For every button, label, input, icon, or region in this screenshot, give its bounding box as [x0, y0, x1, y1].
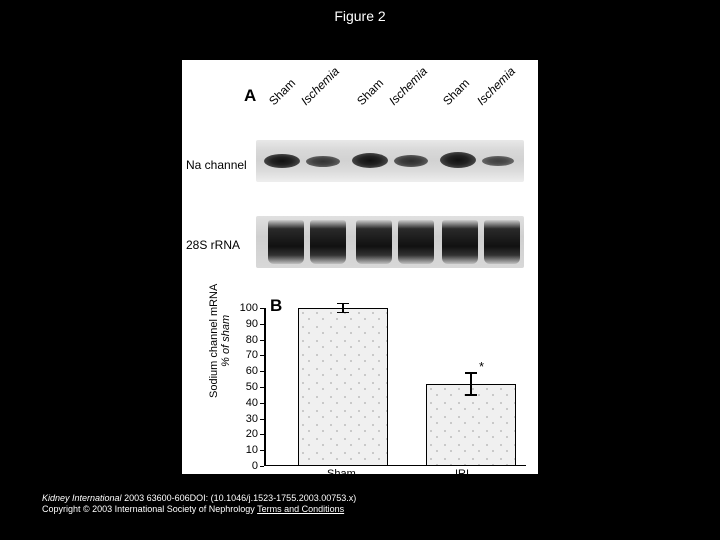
bar-chart: 0102030405060708090100Sham*IRI — [264, 308, 526, 466]
rrna-band — [356, 220, 392, 264]
y-tick-label: 100 — [240, 302, 258, 314]
journal-name: Kidney International — [42, 493, 122, 503]
citation-line2: Copyright © 2003 International Society o… — [42, 504, 356, 516]
error-cap — [337, 312, 349, 314]
figure-title: Figure 2 — [0, 0, 720, 24]
y-tick-label: 80 — [246, 334, 258, 346]
error-cap — [465, 394, 477, 396]
bar-iri — [426, 384, 516, 466]
y-tick-label: 40 — [246, 397, 258, 409]
y-tick — [260, 419, 264, 420]
na-band — [482, 156, 514, 166]
rrna-row — [256, 216, 524, 268]
error-cap — [465, 372, 477, 374]
lane-label: Ischemia — [386, 64, 430, 108]
y-tick — [260, 355, 264, 356]
rrna-band — [442, 220, 478, 264]
figure-frame: A ShamIschemiaShamIschemiaShamIschemia N… — [182, 60, 538, 474]
y-tick-label: 50 — [246, 381, 258, 393]
y-tick — [260, 340, 264, 341]
na-band — [440, 152, 476, 168]
y-tick — [260, 434, 264, 435]
lane-label: Ischemia — [474, 64, 518, 108]
y-tick-label: 10 — [246, 444, 258, 456]
y-tick-label: 90 — [246, 318, 258, 330]
copyright-text: Copyright © 2003 International Society o… — [42, 504, 257, 514]
lane-label: Sham — [354, 76, 386, 108]
y-tick — [260, 371, 264, 372]
citation-block: Kidney International 2003 63600-606DOI: … — [42, 493, 356, 516]
citation-line1: Kidney International 2003 63600-606DOI: … — [42, 493, 356, 505]
lane-label: Sham — [440, 76, 472, 108]
rrna-band — [398, 220, 434, 264]
y-axis — [264, 308, 266, 466]
rrna-band — [484, 220, 520, 264]
rrna-band — [310, 220, 346, 264]
y-tick-label: 60 — [246, 365, 258, 377]
significance-marker: * — [479, 359, 484, 374]
na-band — [352, 153, 388, 168]
row2-label: 28S rRNA — [186, 238, 240, 252]
y-tick — [260, 387, 264, 388]
y-tick-label: 20 — [246, 428, 258, 440]
na-band — [394, 155, 428, 167]
citation-ref: 2003 63600-606DOI: (10.1046/j.1523-1755.… — [122, 493, 357, 503]
y-tick — [260, 403, 264, 404]
lane-label: Ischemia — [298, 64, 342, 108]
error-bar — [470, 373, 472, 395]
na-band — [306, 156, 340, 167]
error-cap — [337, 303, 349, 305]
x-tick-label: IRI — [455, 468, 469, 480]
y-tick-label: 0 — [252, 460, 258, 472]
rrna-band — [268, 220, 304, 264]
lane-label: Sham — [266, 76, 298, 108]
row1-label: Na channel — [186, 158, 247, 172]
na-band — [264, 154, 300, 168]
y-axis-title-line1: Sodium channel mRNA — [208, 284, 220, 398]
y-axis-title: Sodium channel mRNA % of sham — [208, 284, 232, 398]
terms-link[interactable]: Terms and Conditions — [257, 504, 344, 514]
y-axis-title-line2: % of sham — [220, 284, 232, 398]
x-tick-label: Sham — [327, 468, 356, 480]
y-tick — [260, 308, 264, 309]
y-tick — [260, 466, 264, 467]
y-tick-label: 30 — [246, 413, 258, 425]
y-tick-label: 70 — [246, 349, 258, 361]
lane-labels-row: ShamIschemiaShamIschemiaShamIschemia — [182, 66, 538, 114]
bar-sham — [298, 308, 388, 466]
na-channel-row — [256, 140, 524, 182]
y-tick — [260, 324, 264, 325]
y-tick — [260, 450, 264, 451]
